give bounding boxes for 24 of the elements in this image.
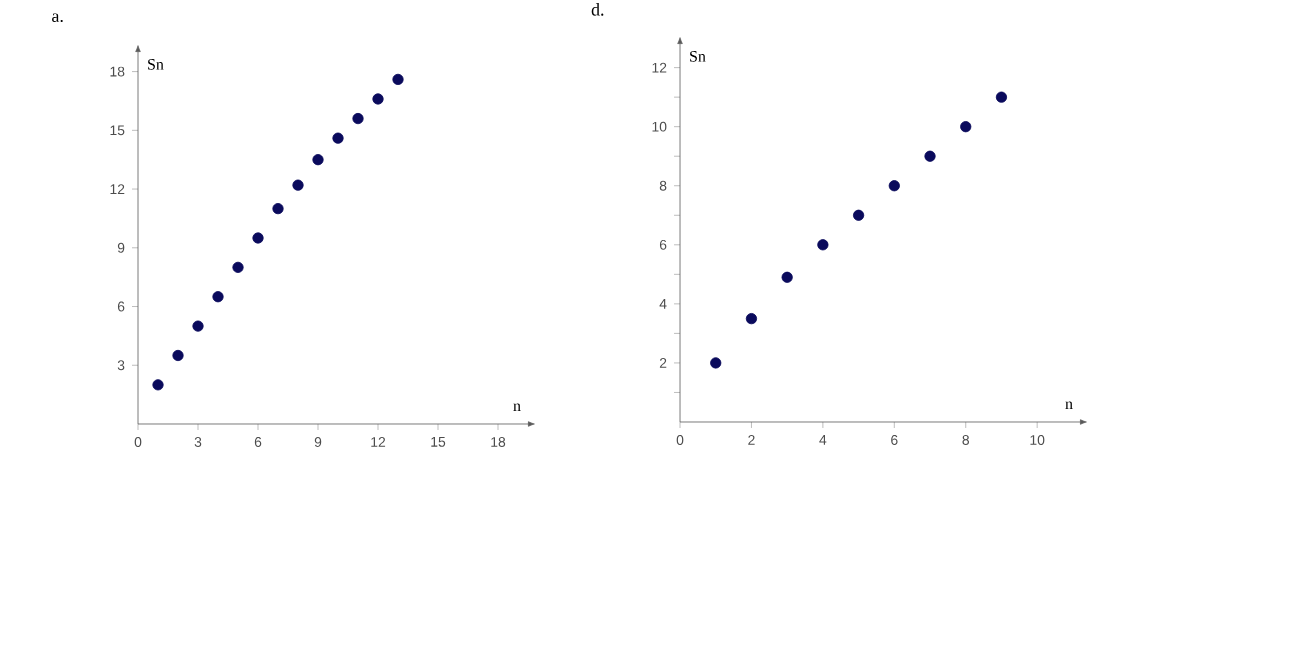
point	[232, 261, 244, 273]
point	[252, 232, 264, 244]
point	[710, 357, 722, 369]
point	[272, 203, 284, 215]
point	[745, 313, 758, 325]
point	[352, 112, 364, 125]
point	[372, 93, 384, 105]
point	[212, 291, 224, 303]
point	[960, 121, 972, 133]
point	[332, 132, 344, 144]
chart-title: d.	[591, 3, 604, 16]
point	[152, 379, 164, 391]
point	[888, 180, 900, 192]
chart-title: a.	[52, 13, 63, 23]
point	[192, 320, 204, 332]
point	[781, 271, 793, 283]
point	[817, 239, 829, 251]
point	[172, 349, 184, 362]
point	[392, 73, 404, 86]
point	[852, 209, 865, 221]
point	[995, 91, 1008, 103]
point	[312, 154, 324, 166]
point	[924, 150, 936, 162]
point	[292, 179, 304, 191]
